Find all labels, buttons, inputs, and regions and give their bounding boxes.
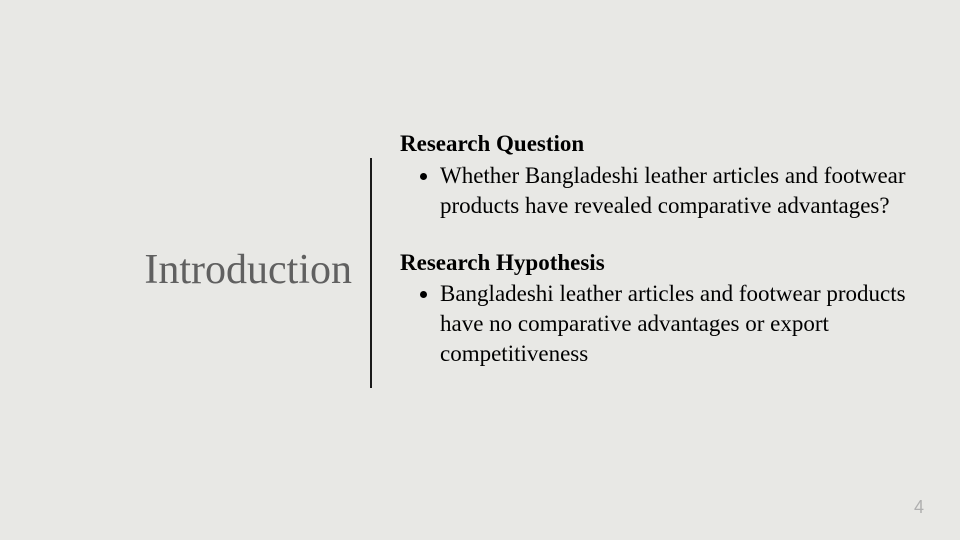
section-research-hypothesis: Research Hypothesis Bangladeshi leather … bbox=[400, 249, 920, 369]
right-column: Research Question Whether Bangladeshi le… bbox=[400, 130, 920, 397]
slide-container: Introduction Research Question Whether B… bbox=[0, 0, 960, 540]
vertical-divider bbox=[370, 158, 372, 388]
page-number: 4 bbox=[914, 497, 924, 518]
bullet-item: Whether Bangladeshi leather articles and… bbox=[440, 161, 920, 221]
bullet-list: Whether Bangladeshi leather articles and… bbox=[400, 161, 920, 221]
section-heading: Research Hypothesis bbox=[400, 249, 920, 278]
bullet-list: Bangladeshi leather articles and footwea… bbox=[400, 279, 920, 369]
section-heading: Research Question bbox=[400, 130, 920, 159]
slide-title: Introduction bbox=[144, 246, 352, 294]
section-research-question: Research Question Whether Bangladeshi le… bbox=[400, 130, 920, 221]
left-column: Introduction bbox=[0, 0, 360, 540]
bullet-item: Bangladeshi leather articles and footwea… bbox=[440, 279, 920, 369]
